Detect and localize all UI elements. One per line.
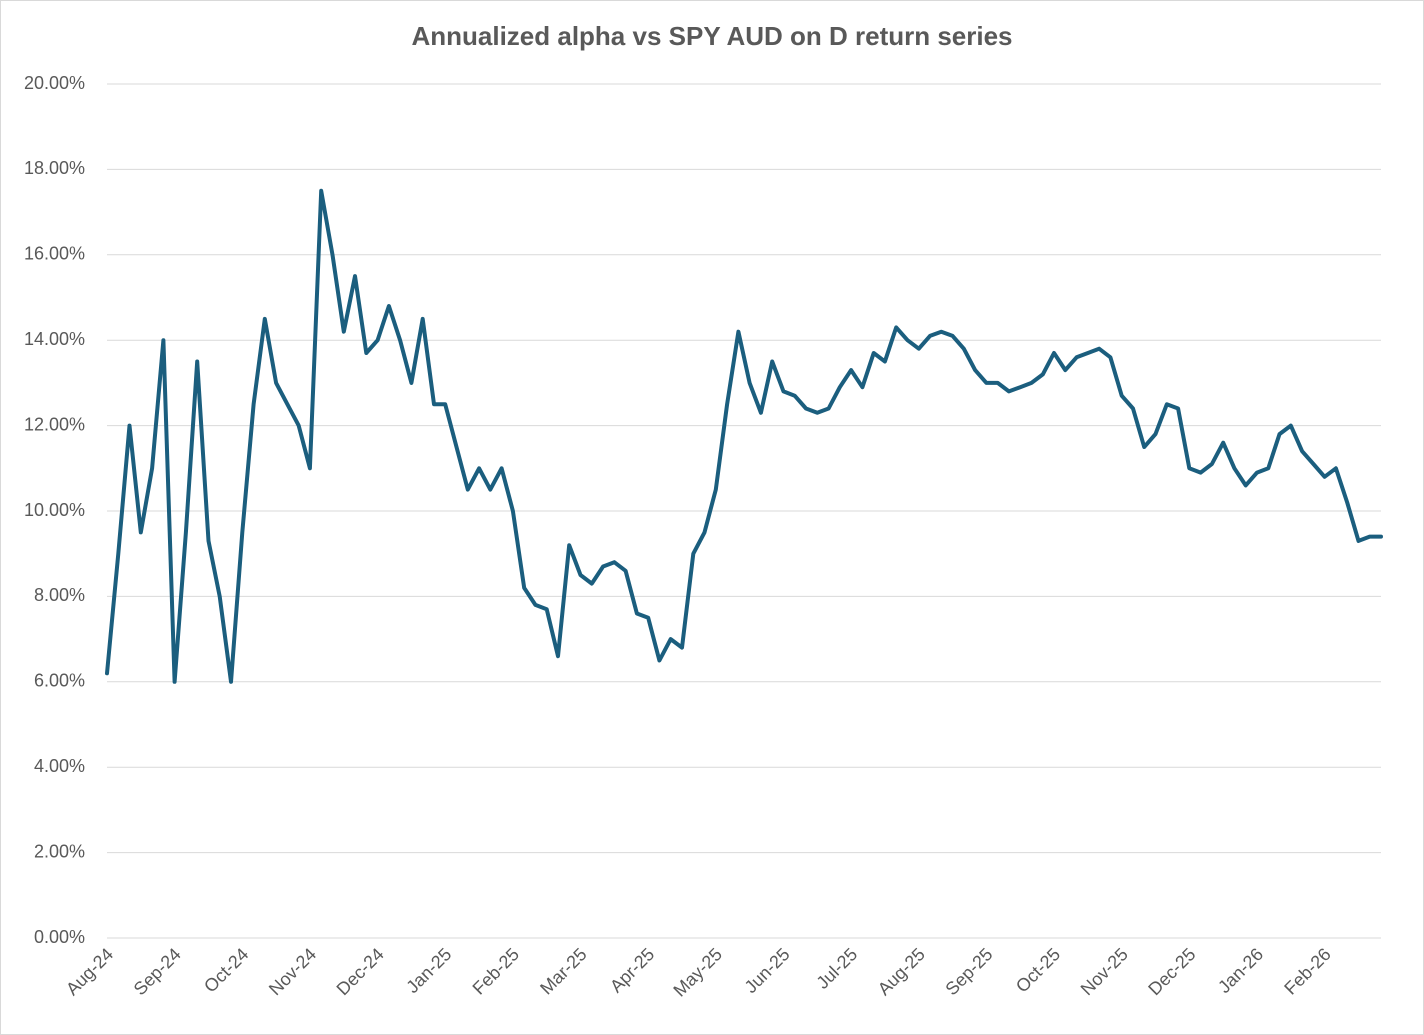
y-tick-label: 18.00%: [24, 158, 85, 178]
y-tick-label: 10.00%: [24, 500, 85, 520]
chart-title: Annualized alpha vs SPY AUD on D return …: [411, 21, 1012, 51]
y-tick-label: 16.00%: [24, 244, 85, 264]
y-tick-label: 8.00%: [34, 585, 85, 605]
y-tick-label: 12.00%: [24, 414, 85, 434]
y-tick-label: 6.00%: [34, 671, 85, 691]
y-tick-label: 20.00%: [24, 73, 85, 93]
y-tick-label: 0.00%: [34, 927, 85, 947]
data-line: [105, 188, 1383, 684]
y-tick-label: 14.00%: [24, 329, 85, 349]
y-tick-label: 2.00%: [34, 841, 85, 861]
y-tick-label: 4.00%: [34, 756, 85, 776]
